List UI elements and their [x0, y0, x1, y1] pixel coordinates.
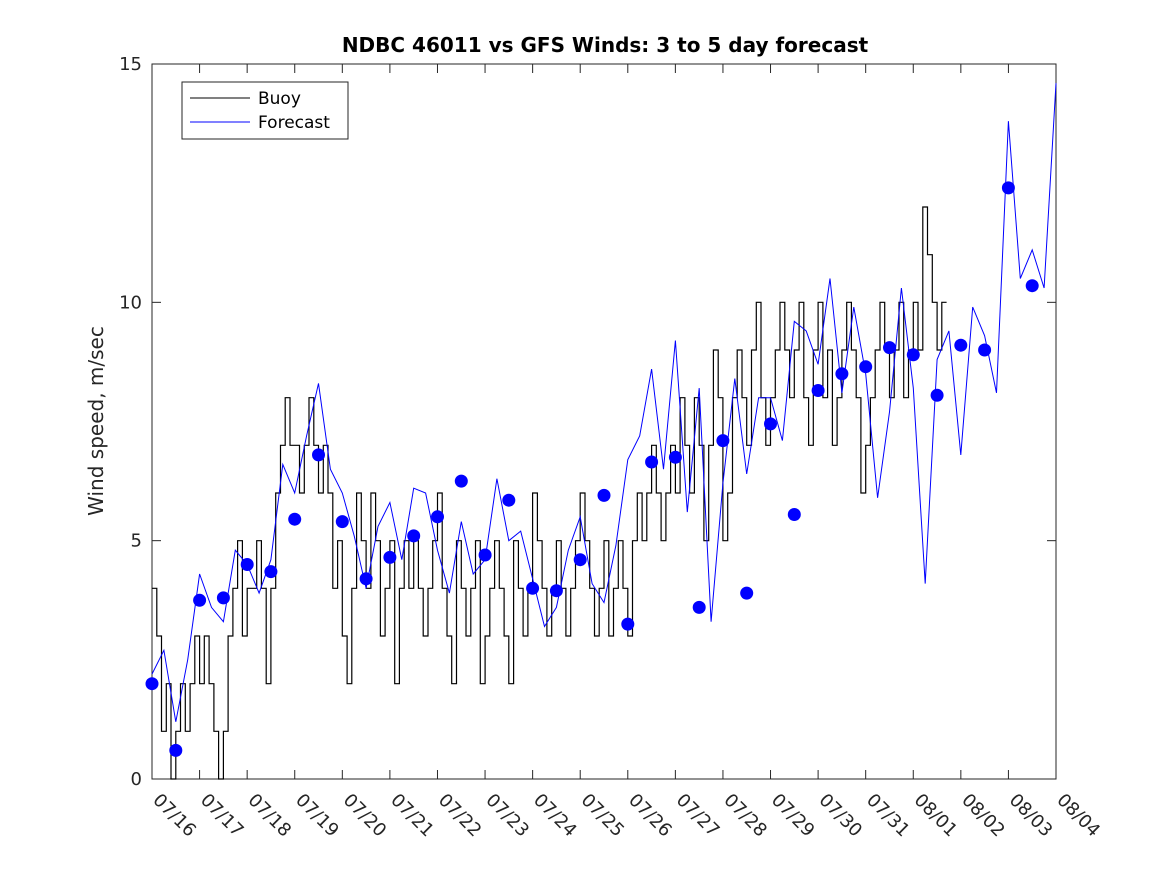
- forecast-point: [787, 508, 801, 521]
- forecast-point: [835, 367, 849, 381]
- forecast-point: [240, 558, 254, 571]
- forecast-point: [1001, 181, 1015, 195]
- y-tick-label: 10: [119, 292, 142, 313]
- legend-forecast-label: Forecast: [258, 113, 330, 133]
- x-tick-label: 07/17: [196, 790, 248, 842]
- forecast-point: [526, 581, 540, 595]
- forecast-point: [716, 434, 730, 448]
- forecast-point: [930, 388, 944, 402]
- y-tick-label: 5: [131, 531, 142, 552]
- forecast-point: [359, 572, 373, 586]
- forecast-point: [764, 417, 777, 431]
- forecast-point: [431, 510, 444, 524]
- plot-area: [151, 63, 1057, 780]
- forecast-point: [502, 493, 516, 507]
- series-forecast-line: [151, 83, 1057, 722]
- chart-title: NDBC 46011 vs GFS Winds: 3 to 5 day fore…: [342, 33, 869, 57]
- forecast-point: [597, 488, 611, 502]
- series-buoy-line: [152, 206, 947, 780]
- x-tick-label: 07/21: [386, 790, 438, 842]
- x-tick-label: 08/04: [1052, 790, 1104, 842]
- x-tick-label: 07/18: [244, 790, 296, 842]
- forecast-point: [288, 512, 302, 526]
- legend: Buoy Forecast: [181, 81, 349, 140]
- x-tick-label: 07/29: [767, 790, 819, 842]
- x-tick-label: 07/26: [624, 790, 676, 842]
- forecast-point: [954, 338, 968, 352]
- forecast-point: [145, 677, 159, 691]
- forecast-point: [645, 455, 659, 469]
- legend-buoy-label: Buoy: [258, 89, 301, 109]
- forecast-point: [478, 548, 492, 562]
- forecast-point: [335, 515, 349, 529]
- forecast-point: [573, 553, 587, 567]
- x-tick-label: 08/02: [957, 790, 1009, 842]
- forecast-point: [811, 384, 825, 397]
- x-tick-label: 07/22: [434, 790, 486, 842]
- forecast-point: [740, 586, 754, 600]
- x-tick-label: 07/25: [577, 790, 629, 842]
- legend-box: [181, 81, 349, 140]
- y-axis-label: Wind speed, m/sec: [84, 326, 108, 516]
- forecast-point: [978, 343, 992, 357]
- forecast-point: [621, 617, 635, 631]
- forecast-point: [1025, 279, 1039, 293]
- x-tick-label: 07/20: [339, 790, 391, 842]
- forecast-point: [169, 743, 183, 757]
- y-tick-label: 15: [119, 54, 142, 75]
- forecast-point: [193, 593, 207, 607]
- forecast-point: [668, 450, 682, 464]
- x-tick-label: 07/28: [719, 790, 771, 842]
- series-layer: [145, 83, 1057, 780]
- x-tick-label: 08/03: [1005, 790, 1057, 842]
- x-tick-label: 08/01: [910, 790, 962, 842]
- forecast-point: [312, 448, 325, 462]
- forecast-point: [859, 360, 873, 374]
- forecast-point: [454, 474, 468, 488]
- x-tick-label: 07/30: [815, 790, 867, 842]
- forecast-point: [883, 341, 896, 355]
- forecast-point: [692, 600, 706, 614]
- x-tick-label: 07/16: [148, 790, 200, 842]
- forecast-point: [264, 565, 278, 579]
- x-tick-label: 07/27: [672, 790, 724, 842]
- x-tick-label: 07/19: [291, 790, 343, 842]
- forecast-point: [216, 591, 230, 605]
- x-tick-label: 07/23: [482, 790, 534, 842]
- forecast-point: [383, 550, 397, 564]
- x-tick-label: 07/31: [862, 790, 914, 842]
- x-tick-label: 07/24: [529, 790, 581, 842]
- forecast-point: [906, 348, 920, 362]
- forecast-point: [549, 584, 563, 598]
- forecast-point: [407, 529, 421, 543]
- y-tick-label: 0: [131, 769, 142, 790]
